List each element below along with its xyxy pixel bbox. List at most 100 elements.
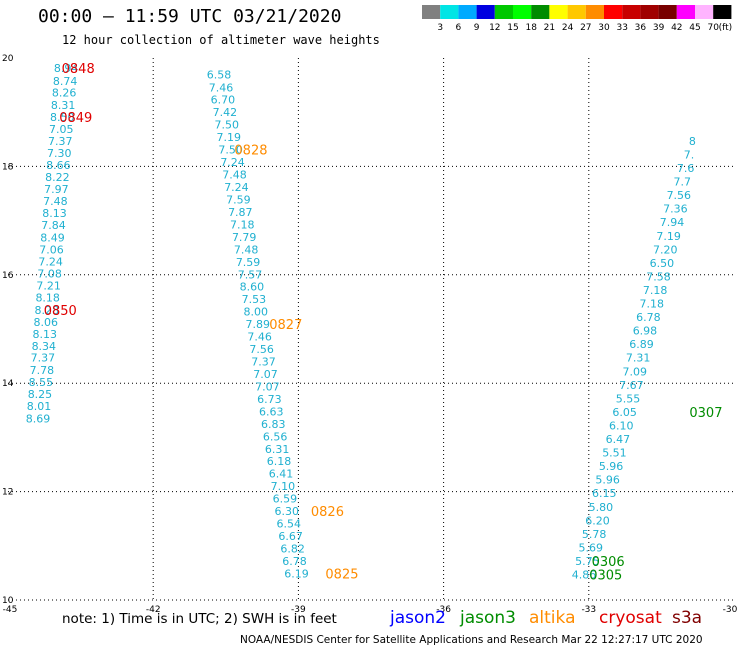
page-title: 00:00 – 11:59 UTC 03/21/2020 <box>38 6 342 27</box>
legend-swatch <box>567 5 586 19</box>
wave-height-value: 7.07 <box>253 368 278 381</box>
color-scale-legend: 3 6 9 12 15 18 21 24 27 30 33 36 39 42 45 70 (ft) <box>422 5 732 33</box>
wave-height-value: 7.89 <box>245 318 270 331</box>
wave-height-value: 8.22 <box>45 171 70 184</box>
wave-height-value: 7.59 <box>236 256 261 269</box>
wave-height-value: 8.31 <box>51 99 76 112</box>
legend-label: 45 <box>689 23 700 33</box>
legend-swatch <box>549 5 568 19</box>
wave-height-value: 7.57 <box>238 268 263 281</box>
pass-time-label: 0827 <box>269 318 302 333</box>
x-tick-label: -45 <box>3 605 18 615</box>
wave-height-value: 8.50 <box>50 111 75 124</box>
legend-label: 3 <box>437 23 443 33</box>
legend-swatch <box>494 5 513 19</box>
wave-height-value: 7.78 <box>30 364 55 377</box>
wave-height-value: 7.94 <box>660 216 685 229</box>
wave-height-value: 7.6 <box>677 162 695 175</box>
wave-height-value: 8.25 <box>28 388 53 401</box>
wave-height-value: 7.30 <box>47 147 72 160</box>
footnote: note: 1) Time is in UTC; 2) SWH is in fe… <box>62 611 337 627</box>
credit-line: NOAA/NESDIS Center for Satellite Applica… <box>240 634 703 646</box>
legend-label: 70 <box>707 23 719 33</box>
y-tick-label: 10 <box>2 596 14 606</box>
legend-swatch <box>622 5 641 19</box>
wave-height-value: 6.73 <box>257 393 282 406</box>
wave-height-value: 6.82 <box>280 543 305 556</box>
wave-height-value: 5.96 <box>599 460 624 473</box>
wave-height-value: 6.50 <box>650 257 675 270</box>
wave-height-value: 7.31 <box>626 352 651 365</box>
wave-height-value: 6.83 <box>261 418 286 431</box>
wave-height-value: 7.20 <box>653 243 678 256</box>
wave-height-value: 7.84 <box>41 219 66 232</box>
wave-height-value: 8.94 <box>54 62 79 75</box>
pass-time-label: 0305 <box>589 569 622 584</box>
legend-label: 21 <box>544 23 555 33</box>
wave-height-value: 7.50 <box>218 144 243 157</box>
track-altika: 6.587.466.707.427.507.197.507.247.487.24… <box>207 68 359 582</box>
wave-height-value: 7.48 <box>222 169 247 182</box>
wave-height-value: 8.18 <box>35 292 60 305</box>
wave-height-value: 6.89 <box>629 338 654 351</box>
wave-height-value: 7.50 <box>215 119 240 132</box>
legend-label: 9 <box>474 23 480 33</box>
wave-height-value: 7.05 <box>49 123 74 136</box>
wave-height-value: 8.06 <box>34 316 59 329</box>
legend-swatch <box>713 5 732 19</box>
legend-label: 33 <box>616 23 627 33</box>
wave-height-value: 6.15 <box>592 487 617 500</box>
legend-swatch <box>585 5 604 19</box>
wave-height-value: 8.69 <box>26 412 51 425</box>
wave-height-value: 6.20 <box>585 514 610 527</box>
legend-label: 24 <box>562 23 574 33</box>
wave-height-value: 7.42 <box>213 106 238 119</box>
wave-height-value: 7.97 <box>44 183 69 196</box>
pass-time-label: 0307 <box>689 406 722 421</box>
wave-height-value: 7.7 <box>673 176 691 189</box>
wave-height-value: 6.18 <box>267 455 292 468</box>
legend-swatch <box>513 5 532 19</box>
chart-grid <box>8 58 734 601</box>
pass-time-label: 0849 <box>59 111 92 126</box>
pass-time-label: 0828 <box>234 144 267 159</box>
pass-time-label: 0850 <box>44 304 77 319</box>
wave-height-value: 6.47 <box>606 433 631 446</box>
wave-height-value: 7.21 <box>36 280 61 293</box>
legend-label: 30 <box>598 23 610 33</box>
wave-height-value: 7.46 <box>209 81 234 94</box>
legend-swatch <box>676 5 695 19</box>
legend-swatch <box>422 5 441 19</box>
wave-height-value: 8.13 <box>42 207 67 220</box>
wave-height-value: 6.54 <box>276 518 301 531</box>
wave-height-value: 6.63 <box>259 405 284 418</box>
wave-height-value: 8.74 <box>53 75 78 88</box>
wave-height-value: 7.36 <box>663 203 688 216</box>
satellite-tracks: 8.948.748.268.318.507.057.377.308.668.22… <box>26 62 723 584</box>
legend-label: 15 <box>507 23 518 33</box>
wave-height-value: 7.08 <box>37 268 62 281</box>
wave-height-value: 6.70 <box>211 94 236 107</box>
legend-label: 36 <box>635 23 647 33</box>
legend-swatch <box>604 5 623 19</box>
wave-height-value: 8.66 <box>46 159 71 172</box>
wave-height-value: 7.24 <box>220 156 245 169</box>
wave-height-value: 6.31 <box>265 443 290 456</box>
legend-swatch <box>531 5 550 19</box>
wave-height-value: 7.09 <box>623 365 648 378</box>
legend-label: 18 <box>525 23 537 33</box>
wave-height-value: 7.18 <box>230 218 255 231</box>
wave-height-value: 8.60 <box>240 281 265 294</box>
wave-height-value: 4.86 <box>572 569 597 582</box>
wave-height-value: 7.19 <box>216 131 241 144</box>
legend-swatch <box>440 5 459 19</box>
wave-height-value: 5.80 <box>589 501 614 514</box>
wave-height-value: 7.59 <box>226 193 251 206</box>
wave-height-value: 7. <box>684 148 695 161</box>
track-jason3: 4.865.755.695.786.205.806.155.965.965.51… <box>572 135 723 584</box>
wave-height-value: 7.10 <box>271 480 296 493</box>
wave-height-value: 7.37 <box>48 135 73 148</box>
wave-height-value: 7.18 <box>639 298 664 311</box>
wave-height-value: 5.51 <box>602 447 627 460</box>
legend-swatch <box>476 5 495 19</box>
